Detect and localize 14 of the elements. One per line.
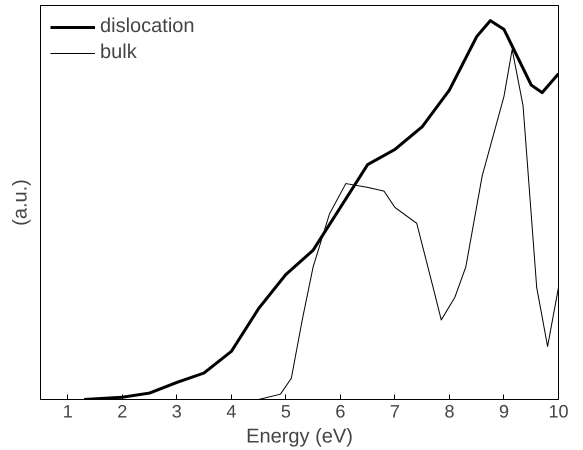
x-tick-label: 7: [390, 402, 400, 422]
x-axis-title: Energy (eV): [246, 426, 353, 448]
y-axis-title: (a.u.): [10, 179, 32, 226]
x-tick-label: 5: [280, 402, 291, 422]
x-tick-label: 9: [498, 402, 509, 422]
legend-label: dislocation: [100, 15, 195, 38]
x-tick-label: 3: [172, 402, 182, 422]
x-tick-label: 1: [62, 402, 73, 422]
x-tick-label: 2: [117, 402, 128, 422]
x-tick-label: 6: [335, 402, 346, 422]
x-tick-label: 8: [444, 402, 454, 422]
x-tick-label: 4: [226, 402, 236, 422]
legend-label: bulk: [100, 41, 137, 64]
x-tick-label: 10: [548, 402, 569, 422]
